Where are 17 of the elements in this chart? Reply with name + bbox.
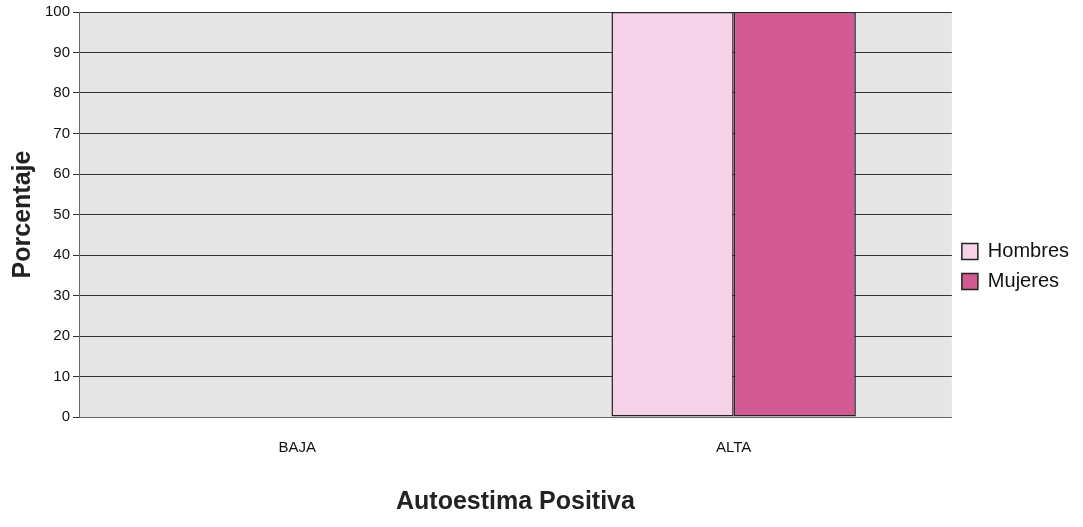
y-tick-label: 20 — [53, 326, 71, 344]
y-tick-label: 100 — [45, 2, 71, 20]
y-tick-label: 80 — [53, 83, 71, 101]
y-tick-label: 30 — [53, 285, 71, 303]
y-axis-title: Porcentaje — [6, 150, 35, 279]
legend-label: Hombres — [987, 239, 1070, 262]
legend-label: Mujeres — [987, 269, 1060, 292]
y-tick-label: 50 — [53, 204, 71, 222]
x-tick-label: BAJA — [278, 438, 316, 456]
x-tick-label: ALTA — [716, 438, 752, 456]
y-tick-label: 90 — [53, 42, 71, 60]
y-tick-label: 40 — [53, 245, 71, 263]
y-tick-label: 0 — [61, 407, 71, 425]
y-tick-label: 70 — [53, 123, 71, 141]
y-tick-label: 60 — [53, 164, 71, 182]
x-axis-title: Autoestima Positiva — [395, 485, 637, 514]
y-tick-label: 10 — [53, 366, 71, 384]
